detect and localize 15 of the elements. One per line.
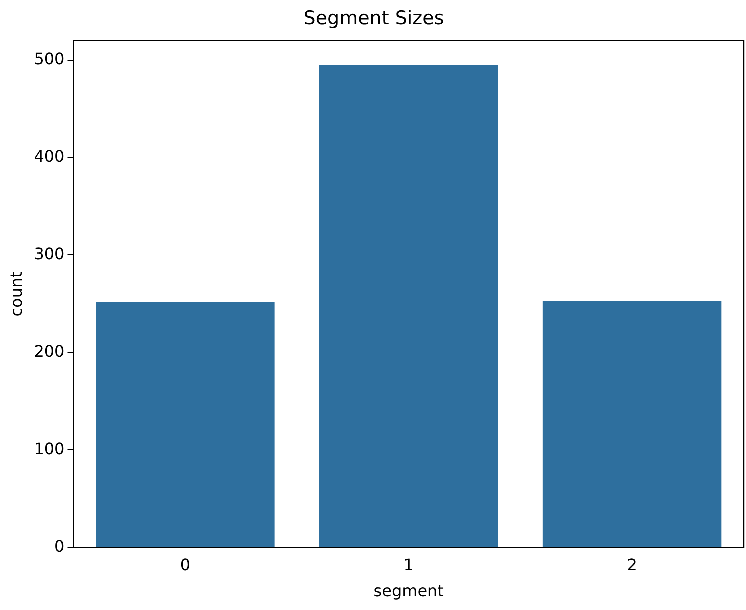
- y-tick-label: 200: [34, 342, 65, 361]
- bar: [542, 301, 722, 548]
- x-tick-label: 1: [404, 555, 414, 574]
- y-tick-label: 100: [34, 439, 65, 458]
- chart-title: Segment Sizes: [304, 7, 444, 30]
- y-tick-label: 300: [34, 244, 65, 264]
- y-tick-label: 500: [34, 49, 65, 68]
- y-tick-label: 0: [54, 536, 65, 556]
- x-tick-label: 2: [627, 555, 638, 574]
- bar: [320, 65, 498, 548]
- bar: [96, 302, 275, 548]
- y-tick-label: 400: [34, 146, 65, 166]
- x-tick-label: 0: [180, 555, 191, 574]
- x-axis-title: segment: [374, 582, 444, 601]
- y-axis-title: count: [6, 272, 26, 317]
